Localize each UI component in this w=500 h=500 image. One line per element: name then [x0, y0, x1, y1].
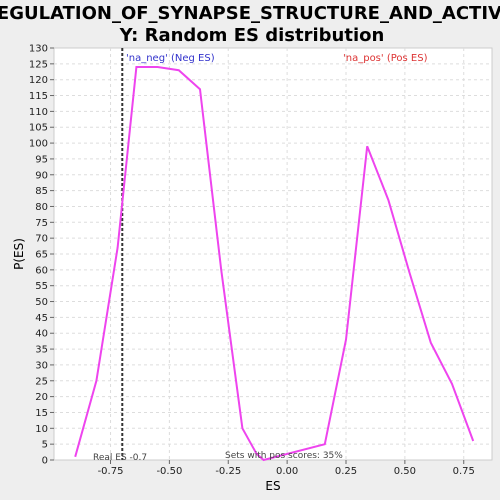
x-axis-label: ES: [265, 479, 280, 493]
gridlines: [54, 48, 492, 460]
y-tick-label: 110: [29, 107, 48, 118]
y-axis-label: P(ES): [12, 238, 26, 270]
y-tick-label: 25: [35, 376, 48, 387]
y-tick-label: 45: [35, 313, 48, 324]
y-tick-label: 80: [35, 202, 48, 213]
y-tick-label: 35: [35, 345, 48, 356]
y-tick-label: 15: [35, 408, 48, 419]
x-tick-label: -0.75: [98, 466, 124, 477]
y-tick-label: 120: [29, 75, 48, 86]
y-axis-ticks: 0 5 10 15 20 25 30 35 40 45 50 55 60 65 70 75 80 85 90 95 10…: [29, 44, 54, 467]
y-tick-label: 20: [35, 392, 48, 403]
y-tick-label: 95: [35, 154, 48, 165]
x-tick-label: -0.25: [215, 466, 241, 477]
es-distribution-line: [74, 66, 475, 462]
x-tick-label: 0.50: [394, 466, 416, 477]
y-tick-label: 65: [35, 250, 48, 261]
neg-es-label: 'na_neg' (Neg ES): [126, 53, 215, 64]
chart-title-line-2: Y: Random ES distribution: [119, 25, 385, 46]
x-tick-label: 0.00: [276, 466, 298, 477]
y-tick-label: 75: [35, 218, 48, 229]
y-tick-label: 10: [35, 424, 48, 435]
y-tick-label: 55: [35, 281, 48, 292]
y-tick-label: 40: [35, 329, 48, 340]
x-tick-label: -0.50: [156, 466, 182, 477]
x-tick-label: 0.75: [453, 466, 475, 477]
y-tick-label: 125: [29, 59, 48, 70]
y-tick-label: 100: [29, 139, 48, 150]
y-tick-label: 5: [42, 440, 48, 451]
y-tick-label: 30: [35, 360, 48, 371]
x-axis-ticks: -0.75 -0.50 -0.25 0.00 0.25 0.50 0.75: [98, 460, 475, 477]
y-tick-label: 105: [29, 123, 48, 134]
pos-scores-label: Sets with pos scores: 35%: [225, 451, 343, 461]
y-tick-label: 130: [29, 44, 48, 55]
y-tick-label: 90: [35, 170, 48, 181]
y-tick-label: 85: [35, 186, 48, 197]
real-es-label: Real ES -0.7: [93, 453, 147, 463]
y-tick-label: 70: [35, 234, 48, 245]
y-tick-label: 115: [29, 91, 48, 102]
y-tick-label: 60: [35, 265, 48, 276]
chart-title-line-1: REGULATION_OF_SYNAPSE_STRUCTURE_AND_ACTI…: [0, 3, 500, 24]
y-tick-label: 0: [42, 456, 48, 467]
y-tick-label: 50: [35, 297, 48, 308]
x-tick-label: 0.25: [335, 466, 357, 477]
pos-es-label: 'na_pos' (Pos ES): [343, 53, 428, 64]
